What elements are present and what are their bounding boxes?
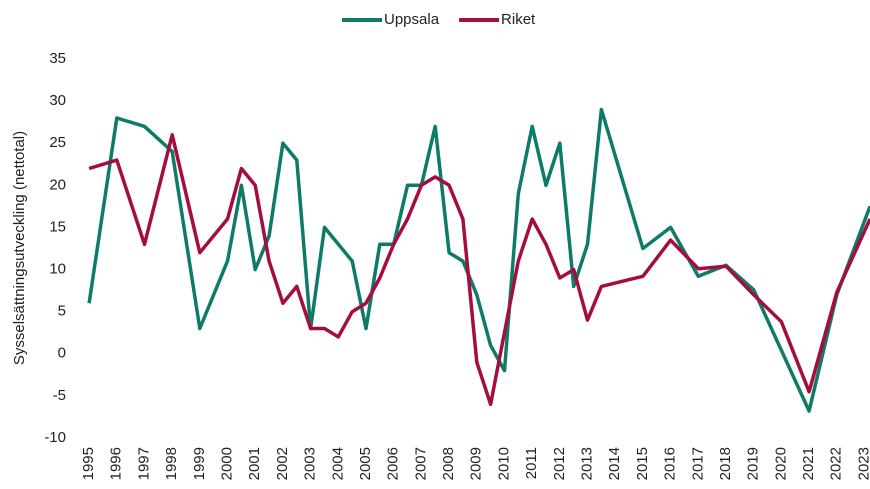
x-tick-label: 2018 — [717, 447, 734, 480]
y-tick-label: 0 — [58, 345, 66, 362]
x-tick-label: 2005 — [357, 447, 374, 480]
x-tick-label: 2023 — [855, 447, 870, 480]
x-tick-label: 2007 — [412, 447, 429, 480]
y-tick-label: 20 — [49, 176, 66, 193]
x-tick-label: 1996 — [108, 447, 125, 480]
x-tick-label: 2002 — [274, 447, 291, 480]
x-tick-label: 2016 — [662, 447, 679, 480]
y-tick-label: -10 — [44, 429, 66, 446]
x-tick-label: 2010 — [495, 447, 512, 480]
legend-label: Riket — [501, 11, 536, 28]
x-tick-label: 2009 — [468, 447, 485, 480]
x-tick-label: 1997 — [135, 447, 152, 480]
x-tick-label: 1995 — [80, 447, 97, 480]
series-line — [87, 107, 870, 413]
x-tick-label: 2013 — [579, 447, 596, 480]
legend-label: Uppsala — [384, 11, 440, 28]
y-tick-label: 35 — [49, 50, 66, 67]
x-tick-label: 2004 — [329, 447, 346, 480]
y-axis-label: Sysselsättningsutveckling (nettotal) — [11, 131, 28, 365]
x-tick-label: 2006 — [385, 447, 402, 480]
y-tick-label: 5 — [58, 303, 66, 320]
x-tick-label: 2021 — [800, 447, 817, 480]
x-tick-label: 1999 — [191, 447, 208, 480]
x-tick-label: 2017 — [689, 447, 706, 480]
x-tick-label: 2000 — [219, 447, 236, 480]
y-tick-label: 30 — [49, 92, 66, 109]
x-tick-label: 2014 — [606, 447, 623, 480]
y-tick-label: 25 — [49, 134, 66, 151]
x-tick-label: 1998 — [163, 447, 180, 480]
y-tick-label: 10 — [49, 261, 66, 278]
x-tick-label: 2001 — [246, 447, 263, 480]
y-tick-label: 15 — [49, 218, 66, 235]
x-tick-label: 2011 — [523, 447, 540, 479]
x-tick-label: 2012 — [551, 447, 568, 480]
x-tick-label: 2020 — [772, 447, 789, 480]
x-tick-label: 2019 — [745, 447, 762, 480]
x-tick-label: 2022 — [828, 447, 845, 480]
x-tick-label: 2003 — [302, 447, 319, 480]
series-line — [88, 133, 870, 407]
y-tick-label: -5 — [53, 387, 66, 404]
x-tick-label: 2008 — [440, 447, 457, 480]
x-tick-label: 2015 — [634, 447, 651, 480]
